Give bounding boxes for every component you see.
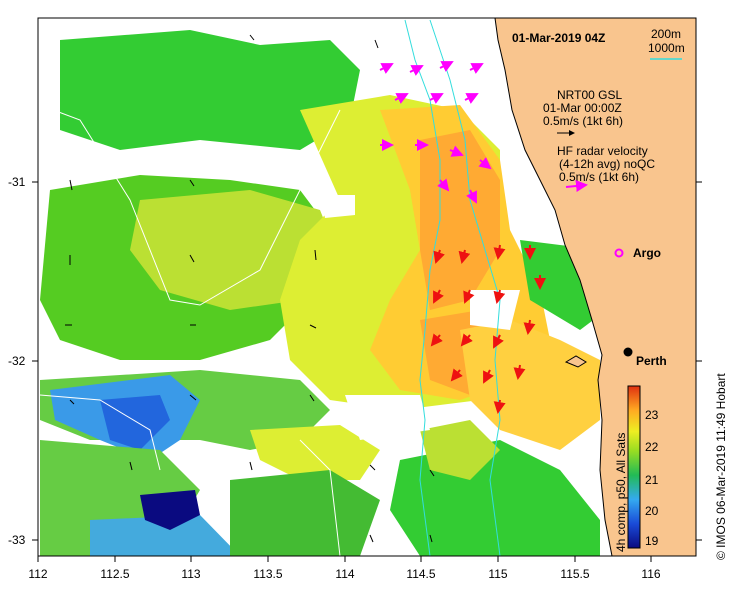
hf-arrow [439,61,454,72]
argo-marker-icon [614,248,624,258]
colorbar-label: 4h comp, p50, All Sats [614,433,628,552]
gsl-legend-line3: 0.5m/s (1kt 6h) [543,114,623,128]
x-tick-label: 112.5 [100,567,129,581]
hf-arrow [429,93,444,104]
hf-arrow [469,63,484,74]
hf-arrow [466,189,477,204]
contours [39,104,341,556]
gsl-arrow [249,461,253,471]
y-tick-label: -33 [8,533,26,547]
hf-arrow [450,368,463,382]
hf-arrow [464,93,479,104]
y-tick-label: -32 [8,354,26,368]
hf-arrow [493,399,506,414]
gsl-arrow [189,394,197,401]
hf-radar-arrows-red [430,244,546,414]
hf-arrow [460,333,473,347]
land-australia [495,18,696,556]
argo-label: Argo [633,246,661,260]
gsl-arrow [309,324,317,329]
colorbar-tick: 20 [645,504,659,518]
gsl-arrow [249,34,255,41]
x-tick-label: 113 [181,567,200,581]
hf-arrow [478,157,492,170]
hf-arrow [493,334,504,349]
gsl-arrow [429,534,433,543]
x-axis-labels: 112 112.5 113 113.5 114 114.5 115 115.5 … [28,567,660,581]
hf-legend-line2: (4-12h avg) noQC [559,157,655,171]
colorbar-tick: 22 [645,440,659,454]
hf-arrow [463,289,475,304]
hf-arrow [493,289,506,304]
gsl-arrows [65,34,435,543]
hf-arrow [433,289,444,304]
colorbar-tick: 21 [645,473,659,487]
gsl-legend-line1: NRT00 GSL [557,88,622,102]
perth-label: Perth [636,354,667,368]
hf-arrow [430,333,443,347]
map-title: 01-Mar-2019 04Z [512,31,605,45]
colorbar-ticks: 19 20 21 22 23 [645,408,659,548]
x-tick-label: 116 [641,567,660,581]
hf-arrow [523,319,536,335]
hf-arrow [409,65,424,76]
axis-ticks [32,181,702,562]
credit-text: © IMOS 06-Mar-2019 11:49 Hobart [714,373,728,560]
gsl-arrow [189,254,195,263]
gsl-arrow [309,394,315,402]
gsl-arrow [314,249,317,261]
hf-arrow [493,244,506,260]
rottnest-island [564,355,587,368]
gsl-arrow [369,464,376,471]
gsl-arrow [69,179,73,191]
x-tick-label: 114.5 [406,567,435,581]
gsl-arrow [189,179,195,187]
x-tick-label: 112 [28,567,47,581]
hf-legend-line3: 0.5m/s (1kt 6h) [559,170,639,184]
gsl-arrow [374,39,379,49]
y-axis-labels: -31 -32 -33 [8,175,26,547]
gsl-arrow [129,461,133,471]
colorbar-tick: 19 [645,534,659,548]
gsl-arrow [69,399,75,405]
hf-arrow [394,93,409,104]
y-tick-label: -31 [8,175,26,189]
hf-legend-arrow [565,180,588,192]
hf-arrow [449,145,464,157]
hf-arrow [458,249,471,264]
isobaths [404,19,501,556]
gsl-legend-line2: 01-Mar 00:00Z [543,101,622,115]
plot-frame [37,17,697,557]
hf-arrow [513,364,526,380]
colorbar-tick: 23 [645,408,659,422]
gsl-arrow [369,534,374,543]
x-tick-label: 115 [488,567,507,581]
hf-arrow [433,249,445,264]
colorbar [627,385,641,549]
x-tick-label: 113.5 [253,567,282,581]
isobath-200m-label: 200m [651,27,681,41]
hf-arrow [437,178,450,192]
x-tick-label: 114 [335,567,354,581]
hf-arrow [379,63,394,74]
x-tick-label: 115.5 [560,567,589,581]
isobath-1000m-label: 1000m [648,41,685,55]
hf-arrow [483,369,494,384]
hf-radar-arrows [379,61,492,204]
hf-legend-line1: HF radar velocity [557,144,648,158]
gsl-arrow [429,469,435,477]
perth-marker-icon [623,347,633,357]
